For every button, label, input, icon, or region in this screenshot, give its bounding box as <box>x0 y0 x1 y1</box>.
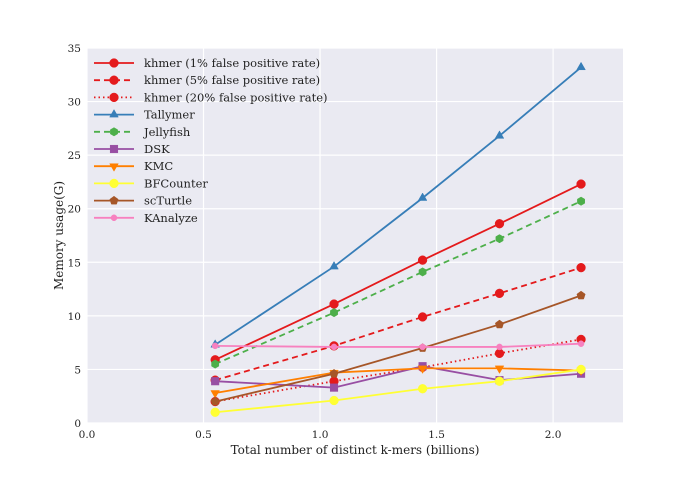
grid <box>86 47 623 424</box>
legend-marker <box>110 214 118 222</box>
y-tick-label: 25 <box>68 150 81 162</box>
data-point <box>418 267 427 277</box>
data-point <box>576 364 586 375</box>
data-point <box>417 384 428 394</box>
tick-labels: 0.0 0.5 1.0 1.5 2.0 0 5 10 15 20 25 30 35 <box>68 43 562 441</box>
data-point <box>576 179 586 189</box>
legend-label: Tallymer <box>144 108 195 122</box>
y-axis-label: Memory usage(G) <box>52 181 66 290</box>
plot-area <box>87 48 623 423</box>
x-tick-label: 0.5 <box>195 429 212 441</box>
data-point <box>417 192 428 201</box>
legend-label: scTurtle <box>144 194 192 208</box>
data-point <box>329 369 339 378</box>
data-point <box>576 290 586 300</box>
legend-marker <box>110 127 118 137</box>
data-point <box>330 343 338 351</box>
data-point <box>329 261 339 270</box>
x-axis-label: Total number of distinct k-mers (billion… <box>231 443 480 457</box>
y-tick-label: 0 <box>74 418 81 430</box>
series-line <box>214 200 582 365</box>
y-tick-label: 15 <box>68 257 81 269</box>
legend-label: Jellyfish <box>143 125 191 139</box>
legend-marker <box>109 144 119 154</box>
legend-label: DSK <box>144 142 170 156</box>
data-point <box>494 376 505 386</box>
series-line <box>215 338 582 403</box>
y-tick-label: 10 <box>68 311 81 323</box>
data-point <box>417 365 428 374</box>
legend-label: KMC <box>144 159 173 173</box>
legend-entry: BFCounter <box>94 176 208 190</box>
legend-marker <box>109 163 119 172</box>
legend-entry: KAnalyze <box>94 211 198 225</box>
legend-label: khmer (1% false positive rate) <box>144 56 320 70</box>
series-7 <box>210 364 586 417</box>
legend-entry: khmer (5% false positive rate) <box>94 73 320 87</box>
legend-label: khmer (5% false positive rate) <box>144 73 320 87</box>
data-point <box>577 340 585 347</box>
data-point <box>329 383 339 392</box>
y-tick-label: 30 <box>68 97 81 109</box>
legend-marker <box>109 75 119 85</box>
legend-entry: khmer (1% false positive rate) <box>94 56 320 70</box>
data-point <box>210 407 220 417</box>
data-point <box>211 359 220 369</box>
data-point <box>211 377 220 386</box>
legend-entry: Tallymer <box>94 108 195 122</box>
data-point <box>494 348 505 359</box>
legend-entry: khmer (20% false positive rate) <box>94 90 327 104</box>
series-line <box>214 266 582 382</box>
data-point <box>210 396 220 406</box>
legend-entry: DSK <box>94 142 170 156</box>
data-point <box>494 130 505 139</box>
legend-entry: KMC <box>94 159 173 173</box>
data-point <box>211 342 219 350</box>
series-9 <box>211 340 585 351</box>
y-tick-label: 5 <box>74 364 81 376</box>
data-point <box>577 196 585 206</box>
data-point <box>329 395 339 406</box>
legend-marker <box>109 178 119 189</box>
data-point <box>210 390 220 399</box>
data-point <box>329 299 339 309</box>
x-tick-label: 0.0 <box>79 429 96 441</box>
legend-label: KAnalyze <box>144 211 198 225</box>
legend-marker <box>109 58 119 68</box>
y-tick-label: 35 <box>68 43 81 55</box>
data-point <box>576 262 586 273</box>
data-point <box>419 343 426 351</box>
series-4 <box>211 196 585 369</box>
legend-marker <box>109 92 119 103</box>
legend-label: BFCounter <box>144 176 208 190</box>
x-tick-label: 1.5 <box>428 429 445 441</box>
x-tick-label: 2.0 <box>545 429 562 441</box>
data-point <box>494 219 505 229</box>
legend-entry: Jellyfish <box>94 125 191 139</box>
data-point <box>417 255 428 265</box>
data-point <box>496 343 503 351</box>
legend: khmer (1% false positive rate) khmer (5% … <box>94 56 327 225</box>
legend-entry: scTurtle <box>94 194 192 208</box>
data-point <box>495 234 504 244</box>
data-point <box>495 319 504 329</box>
legend-marker <box>109 109 119 118</box>
data-point <box>417 312 428 322</box>
y-tick-label: 20 <box>68 204 81 216</box>
legend-marker <box>109 195 119 205</box>
legend-label: khmer (20% false positive rate) <box>144 90 327 104</box>
x-tick-label: 1.0 <box>312 429 329 441</box>
data-point <box>494 365 505 374</box>
data-point <box>576 61 586 71</box>
data-point <box>330 308 338 318</box>
series-group <box>210 61 586 417</box>
data-point <box>494 288 505 299</box>
